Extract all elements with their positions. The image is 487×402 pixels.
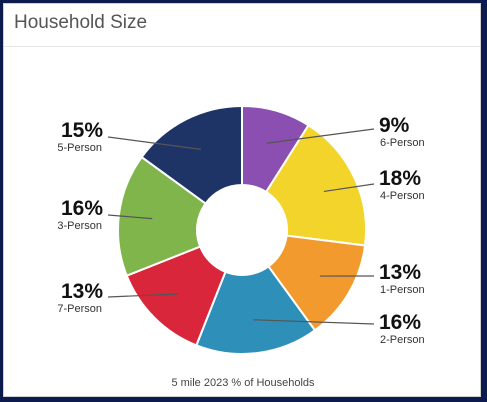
slice-label-2-person: 2-Person	[380, 334, 425, 346]
donut-chart: 9%6-Person18%4-Person13%1-Person16%2-Per…	[57, 104, 425, 389]
slice-label-7-person: 7-Person	[57, 303, 102, 315]
slice-label-5-person: 5-Person	[57, 142, 102, 154]
chart-caption: 5 mile 2023 % of Households	[171, 377, 315, 389]
slice-4-person	[264, 123, 367, 247]
leader-line-4-person	[323, 183, 375, 193]
slice-percent-4-person: 18%	[379, 167, 421, 190]
leader-line-7-person	[107, 293, 179, 298]
leader-line-3-person	[107, 214, 153, 220]
card-header: Household Size	[4, 4, 480, 47]
slice-label-4-person: 4-Person	[380, 190, 425, 202]
slice-5-person	[140, 104, 243, 205]
slice-percent-5-person: 15%	[61, 119, 103, 142]
slice-percent-6-person: 9%	[379, 114, 410, 137]
slice-percent-2-person: 16%	[379, 311, 421, 334]
household-size-card: Household Size 9% 6-Person 18% 4-Person 13% 1…	[3, 3, 481, 397]
slice-label-1-person: 1-Person	[380, 284, 425, 296]
leader-line-2-person	[253, 319, 375, 325]
slice-3-person	[117, 155, 207, 277]
slice-percent-1-person: 13%	[379, 261, 421, 284]
leader-line-5-person	[107, 136, 201, 150]
slice-label-6-person: 6-Person	[380, 137, 425, 149]
card-title: Household Size	[14, 12, 148, 33]
slice-2-person	[195, 265, 317, 355]
slice-label-3-person: 3-Person	[57, 220, 102, 232]
leader-line-6-person	[267, 128, 375, 144]
slice-percent-3-person: 16%	[61, 197, 103, 220]
slice-percent-7-person: 13%	[61, 280, 103, 303]
